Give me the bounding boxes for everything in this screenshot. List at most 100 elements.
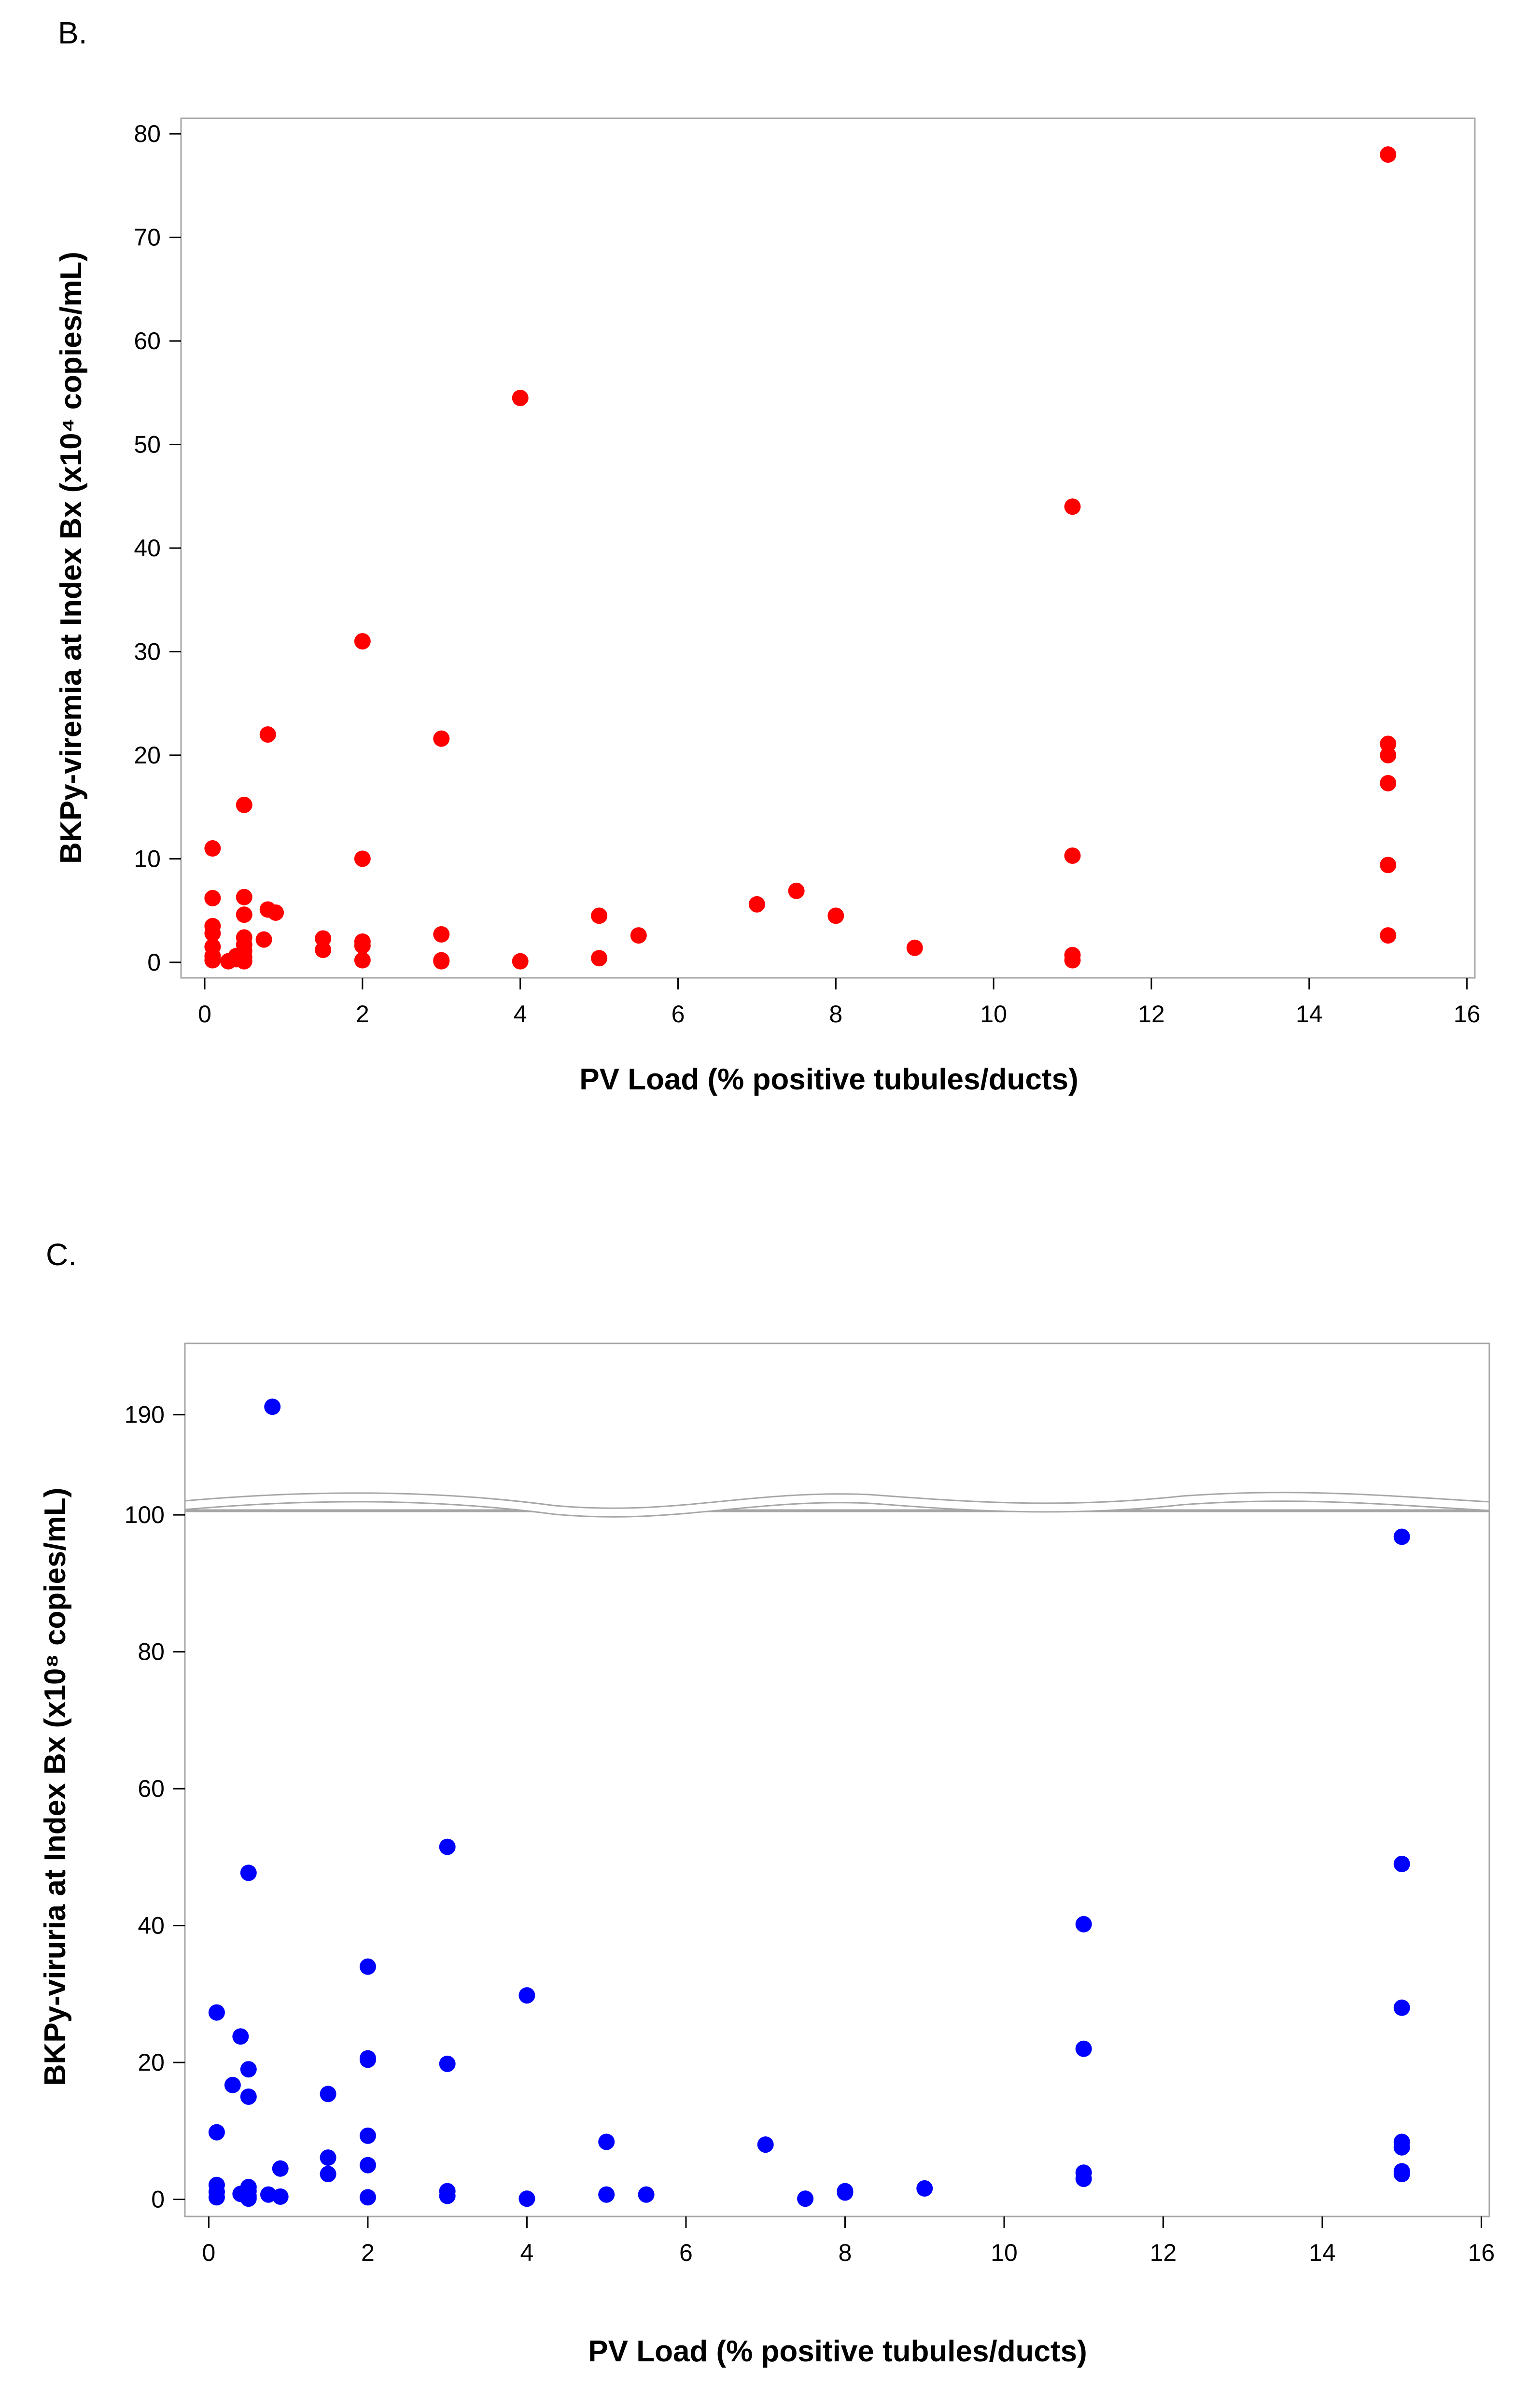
viruria-point [439, 1838, 456, 1855]
viremia-x-tick-label: 16 [1454, 1001, 1481, 1028]
viruria-point [1393, 2166, 1410, 2183]
viremia-point [1064, 847, 1081, 864]
viremia-x-tick-label: 2 [356, 1001, 369, 1028]
viruria-y-tick-label: 80 [138, 1638, 165, 1665]
viruria-x-tick-label: 2 [361, 2239, 375, 2266]
viremia-point [204, 952, 221, 969]
viremia-x-tick-label: 0 [198, 1001, 211, 1028]
viruria-point [208, 2189, 225, 2206]
viruria-point [240, 2190, 257, 2207]
viremia-x-tick-label: 10 [980, 1001, 1007, 1028]
viremia-point [433, 953, 450, 970]
viremia-point [204, 889, 221, 906]
viruria-point [359, 2157, 376, 2173]
viremia-y-tick-label: 0 [147, 949, 161, 976]
viruria-point [272, 2188, 289, 2205]
viremia-x-tick-label: 6 [672, 1001, 685, 1028]
viruria-upper-y-tick-label: 190 [125, 1401, 165, 1428]
viruria-point [598, 2186, 615, 2203]
viremia-point [255, 931, 272, 948]
viruria-point [208, 2004, 225, 2021]
viremia-point [512, 953, 529, 970]
viruria-y-tick-label: 40 [138, 1912, 165, 1939]
viruria-x-tick-label: 14 [1309, 2239, 1336, 2266]
viremia-x-tick-label: 12 [1138, 1001, 1165, 1028]
viremia-y-tick-label: 20 [134, 742, 161, 769]
viruria-point [439, 2055, 456, 2072]
viremia-y-axis-title: BKPy-viremia at Index Bx (x10⁴ copies/mL… [55, 252, 88, 864]
viremia-point [259, 726, 276, 743]
viruria-point [1075, 1916, 1092, 1933]
viremia-x-tick-label: 8 [829, 1001, 842, 1028]
viremia-point [315, 930, 332, 947]
viruria-point [320, 2166, 336, 2183]
viruria-point [232, 2028, 249, 2045]
viruria-point [208, 2124, 225, 2141]
viremia-point [591, 907, 608, 924]
viremia-point [354, 937, 371, 954]
viremia-point [1064, 952, 1081, 969]
viruria-point [598, 2133, 615, 2150]
viremia-y-tick-label: 60 [134, 327, 161, 354]
viruria-point [320, 2149, 336, 2166]
viremia-scatter-panel: B. 0 2 4 6 8 10 12 14 16 0 10 20 30 40 50 60 70 80 PV Loa… [55, 15, 1480, 1096]
viremia-point [433, 926, 450, 943]
axis-break-band [184, 1492, 1490, 1518]
viruria-point [272, 2160, 289, 2177]
viremia-point [315, 942, 332, 959]
viremia-point [748, 896, 765, 913]
viremia-y-tick-label: 80 [134, 120, 161, 147]
viremia-x-tick-label: 4 [514, 1001, 527, 1028]
viruria-point [1393, 1856, 1410, 1872]
viremia-point [512, 390, 529, 407]
viruria-point [518, 2190, 535, 2207]
viremia-point [204, 925, 221, 942]
viremia-y-tick-label: 30 [134, 638, 161, 665]
viruria-x-tick-label: 16 [1468, 2239, 1495, 2266]
viruria-y-tick-label: 20 [138, 2049, 165, 2076]
panel-b-label: B. [58, 15, 87, 50]
viruria-point [1393, 2139, 1410, 2156]
viruria-point [224, 2076, 241, 2093]
viruria-x-tick-label: 6 [679, 2239, 693, 2266]
viruria-point [916, 2180, 933, 2197]
viruria-point [240, 2088, 257, 2105]
viremia-point [1380, 775, 1397, 791]
viruria-point [1393, 1528, 1410, 1545]
viremia-y-tick-label: 70 [134, 224, 161, 251]
viremia-point [1064, 498, 1081, 515]
viruria-point [240, 1864, 257, 1881]
viruria-point [439, 2187, 456, 2204]
viruria-x-tick-label: 8 [839, 2239, 852, 2266]
viremia-point [236, 953, 252, 970]
viruria-point [240, 2061, 257, 2078]
viremia-point [354, 633, 371, 650]
viremia-point [433, 730, 450, 747]
viruria-y-tick-label: 100 [125, 1501, 165, 1528]
viremia-point [236, 889, 252, 905]
viremia-point [236, 796, 252, 813]
viruria-point [264, 1398, 281, 1415]
viruria-point [1075, 2040, 1092, 2057]
viruria-y-tick-label: 0 [151, 2186, 165, 2213]
viruria-point [797, 2190, 814, 2207]
viremia-point [354, 952, 371, 969]
viremia-point [354, 850, 371, 867]
viremia-point [204, 840, 221, 857]
viruria-point [1393, 1999, 1410, 2016]
viremia-x-tick-label: 14 [1296, 1001, 1323, 1028]
viruria-point [837, 2184, 854, 2201]
viremia-point [591, 950, 608, 967]
viruria-scatter-panel: C. 0 2 4 6 8 10 12 14 16 0 20 40 60 80 100 190 PV Load … [39, 1237, 1495, 2368]
viremia-point [1380, 735, 1397, 752]
viremia-point [267, 904, 284, 921]
viruria-x-tick-label: 0 [202, 2239, 216, 2266]
viremia-points [204, 146, 1397, 970]
viruria-x-axis-title: PV Load (% positive tubules/ducts) [588, 2335, 1087, 2368]
viremia-point [827, 907, 844, 924]
viremia-y-tick-label: 40 [134, 535, 161, 562]
viremia-y-tick-label: 10 [134, 845, 161, 872]
viruria-point [359, 2189, 376, 2206]
viruria-points [208, 1398, 1410, 2207]
